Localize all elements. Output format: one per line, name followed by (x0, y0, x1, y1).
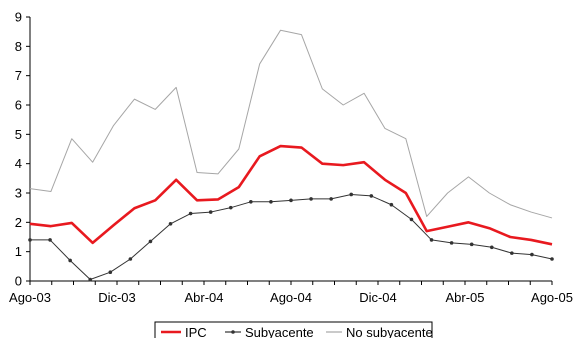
data-point-subyacente (269, 200, 273, 204)
data-point-subyacente (28, 238, 32, 242)
data-point-subyacente (349, 192, 354, 197)
data-point-subyacente (329, 197, 333, 201)
data-point-subyacente (469, 242, 474, 247)
data-point-subyacente (489, 245, 494, 250)
data-point-subyacente (449, 241, 454, 245)
y-tick-label: 9 (15, 10, 22, 25)
data-point-subyacente (530, 252, 534, 257)
data-point-subyacente (228, 205, 233, 210)
x-tick-label: Abr-04 (184, 290, 223, 305)
data-point-subyacente (409, 217, 414, 222)
y-tick-label: 0 (15, 274, 22, 289)
legend: IPC Subyacente No subyacente (154, 321, 433, 343)
x-tick-label: Dic-03 (98, 290, 136, 305)
data-point-subyacente (369, 194, 374, 198)
legend-label-ipc: IPC (185, 325, 207, 338)
x-tick-label: Dic-04 (359, 290, 397, 305)
data-point-subyacente (550, 257, 554, 261)
data-point-subyacente (68, 258, 72, 263)
axes (29, 17, 552, 282)
data-point-subyacente (289, 198, 293, 203)
data-point-subyacente (48, 238, 52, 242)
data-point-subyacente (208, 210, 213, 214)
data-point-subyacente (168, 222, 173, 226)
series-layer (28, 29, 554, 282)
data-point-subyacente (510, 251, 514, 255)
y-axis-ticks: 0 1 2 3 4 5 6 7 8 9 (15, 10, 30, 289)
y-tick-label: 1 (15, 244, 22, 259)
legend-label-subyacente: Subyacente (245, 325, 314, 338)
y-tick-label: 6 (15, 98, 22, 113)
data-point-subyacente (148, 239, 153, 244)
data-point-subyacente (128, 257, 133, 261)
data-point-subyacente (429, 238, 434, 242)
x-tick-label: Abr-05 (445, 290, 484, 305)
y-tick-label: 8 (15, 39, 22, 54)
data-point-subyacente (249, 200, 253, 204)
series-line-ipc (29, 144, 553, 246)
x-axis-ticks: Ago-03 Dic-03 Abr-04 Ago-04 Dic-04 Abr-05 Ago-… (9, 281, 573, 305)
data-point-subyacente (309, 197, 313, 201)
x-tick-label: Ago-04 (270, 290, 312, 305)
legend-marker-subyacente (231, 330, 235, 334)
data-point-subyacente (88, 277, 93, 282)
x-tick-label: Ago-05 (531, 290, 573, 305)
y-tick-label: 7 (15, 68, 22, 83)
y-tick-label: 5 (15, 127, 22, 142)
data-point-subyacente (389, 202, 394, 207)
y-tick-label: 2 (15, 215, 22, 230)
x-tick-label: Ago-03 (9, 290, 51, 305)
data-point-subyacente (108, 270, 113, 275)
series-line-no-subyacente (29, 29, 553, 219)
legend-label-no-subyacente: No subyacente (346, 325, 433, 338)
series-line-subyacente (30, 193, 553, 281)
y-tick-label: 3 (15, 186, 22, 201)
y-tick-label: 4 (15, 156, 22, 171)
data-point-subyacente (188, 211, 193, 216)
